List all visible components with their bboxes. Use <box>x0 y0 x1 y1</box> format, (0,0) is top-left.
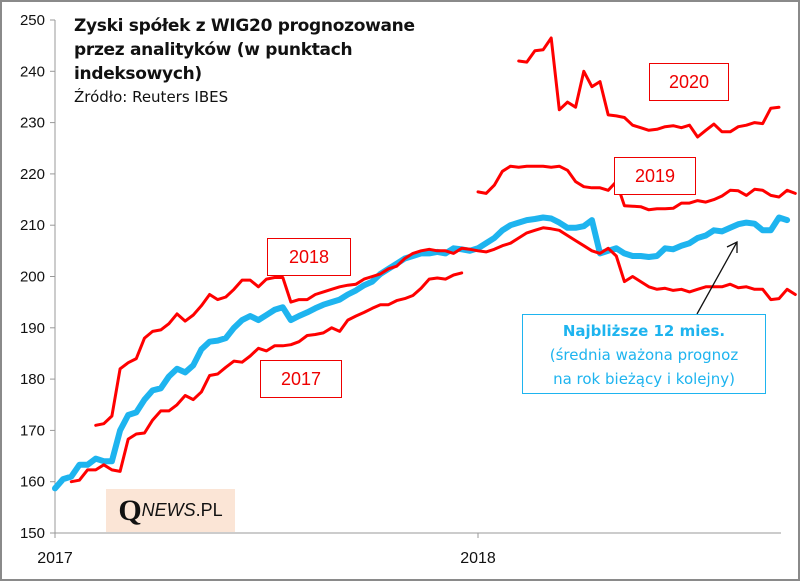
x-tick-label: 2018 <box>460 550 496 567</box>
info-box-next-12-months: Najbliższe 12 mies. (średnia ważona prog… <box>522 314 766 394</box>
series-line-2019 <box>476 164 797 212</box>
series-line-najbli-sze-12-mies <box>52 214 791 492</box>
logo-pl: .PL <box>195 500 223 520</box>
info-box-line-2: (średnia ważona prognoz <box>549 346 739 364</box>
annotation-arrow <box>696 241 738 315</box>
label-2018: 2018 <box>267 238 351 276</box>
y-tick-label: 190 <box>20 320 45 337</box>
chart-source: Źródło: Reuters IBES <box>74 88 229 106</box>
arrow-head-icon <box>726 240 738 253</box>
y-tick-label: 160 <box>20 474 45 491</box>
series-line-2020 <box>517 36 781 139</box>
y-tick-label: 240 <box>20 63 45 80</box>
y-tick-label: 170 <box>20 422 45 439</box>
label-2019: 2019 <box>614 157 696 195</box>
qnews-logo: Q NEWS .PL <box>106 489 235 532</box>
label-2017: 2017 <box>260 360 342 398</box>
logo-q: Q <box>118 493 142 527</box>
series-line-2018 <box>94 226 797 427</box>
axes: 150 160 170 180 190 200 210 220 230 240 250 2017 201… <box>20 12 781 567</box>
y-tick-label: 210 <box>20 217 45 234</box>
y-tick-label: 200 <box>20 269 45 286</box>
series-line-2017 <box>69 271 464 484</box>
y-tick-label: 150 <box>20 525 45 542</box>
logo-news: NEWS <box>141 500 196 520</box>
y-tick-label: 220 <box>20 166 45 183</box>
series-lines <box>52 36 797 492</box>
x-tick-label: 2017 <box>37 550 73 567</box>
y-tick-label: 230 <box>20 115 45 132</box>
label-2020: 2020 <box>649 63 729 101</box>
chart-title: Zyski spółek z WIG20 prognozowane przez … <box>74 16 415 84</box>
info-box-line-3: na rok bieżący i kolejny) <box>553 370 735 388</box>
info-box-title: Najbliższe 12 mies. <box>562 322 726 340</box>
y-tick-label: 180 <box>20 371 45 388</box>
y-tick-label: 250 <box>20 12 45 29</box>
